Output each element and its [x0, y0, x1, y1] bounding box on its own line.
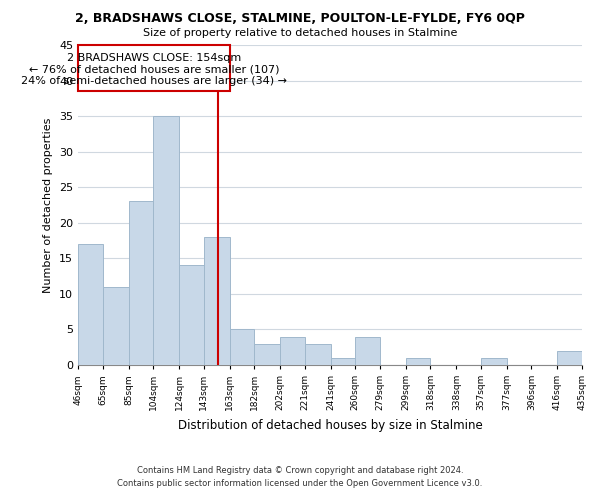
- Bar: [280, 336, 305, 365]
- Text: Size of property relative to detached houses in Stalmine: Size of property relative to detached ho…: [143, 28, 457, 38]
- Bar: [103, 287, 128, 365]
- Y-axis label: Number of detached properties: Number of detached properties: [43, 118, 53, 292]
- Text: 2, BRADSHAWS CLOSE, STALMINE, POULTON-LE-FYLDE, FY6 0QP: 2, BRADSHAWS CLOSE, STALMINE, POULTON-LE…: [75, 12, 525, 26]
- X-axis label: Distribution of detached houses by size in Stalmine: Distribution of detached houses by size …: [178, 418, 482, 432]
- Bar: [78, 45, 230, 91]
- Bar: [305, 344, 331, 365]
- Bar: [153, 116, 179, 365]
- Bar: [355, 336, 380, 365]
- Bar: [557, 351, 582, 365]
- Bar: [203, 237, 230, 365]
- Bar: [481, 358, 507, 365]
- Bar: [128, 202, 153, 365]
- Bar: [179, 266, 203, 365]
- Text: ← 76% of detached houses are smaller (107): ← 76% of detached houses are smaller (10…: [29, 64, 279, 74]
- Bar: [406, 358, 430, 365]
- Text: Contains HM Land Registry data © Crown copyright and database right 2024.
Contai: Contains HM Land Registry data © Crown c…: [118, 466, 482, 487]
- Bar: [230, 330, 254, 365]
- Bar: [254, 344, 280, 365]
- Bar: [331, 358, 355, 365]
- Text: 24% of semi-detached houses are larger (34) →: 24% of semi-detached houses are larger (…: [21, 76, 287, 86]
- Bar: [78, 244, 103, 365]
- Text: 2 BRADSHAWS CLOSE: 154sqm: 2 BRADSHAWS CLOSE: 154sqm: [67, 53, 241, 63]
